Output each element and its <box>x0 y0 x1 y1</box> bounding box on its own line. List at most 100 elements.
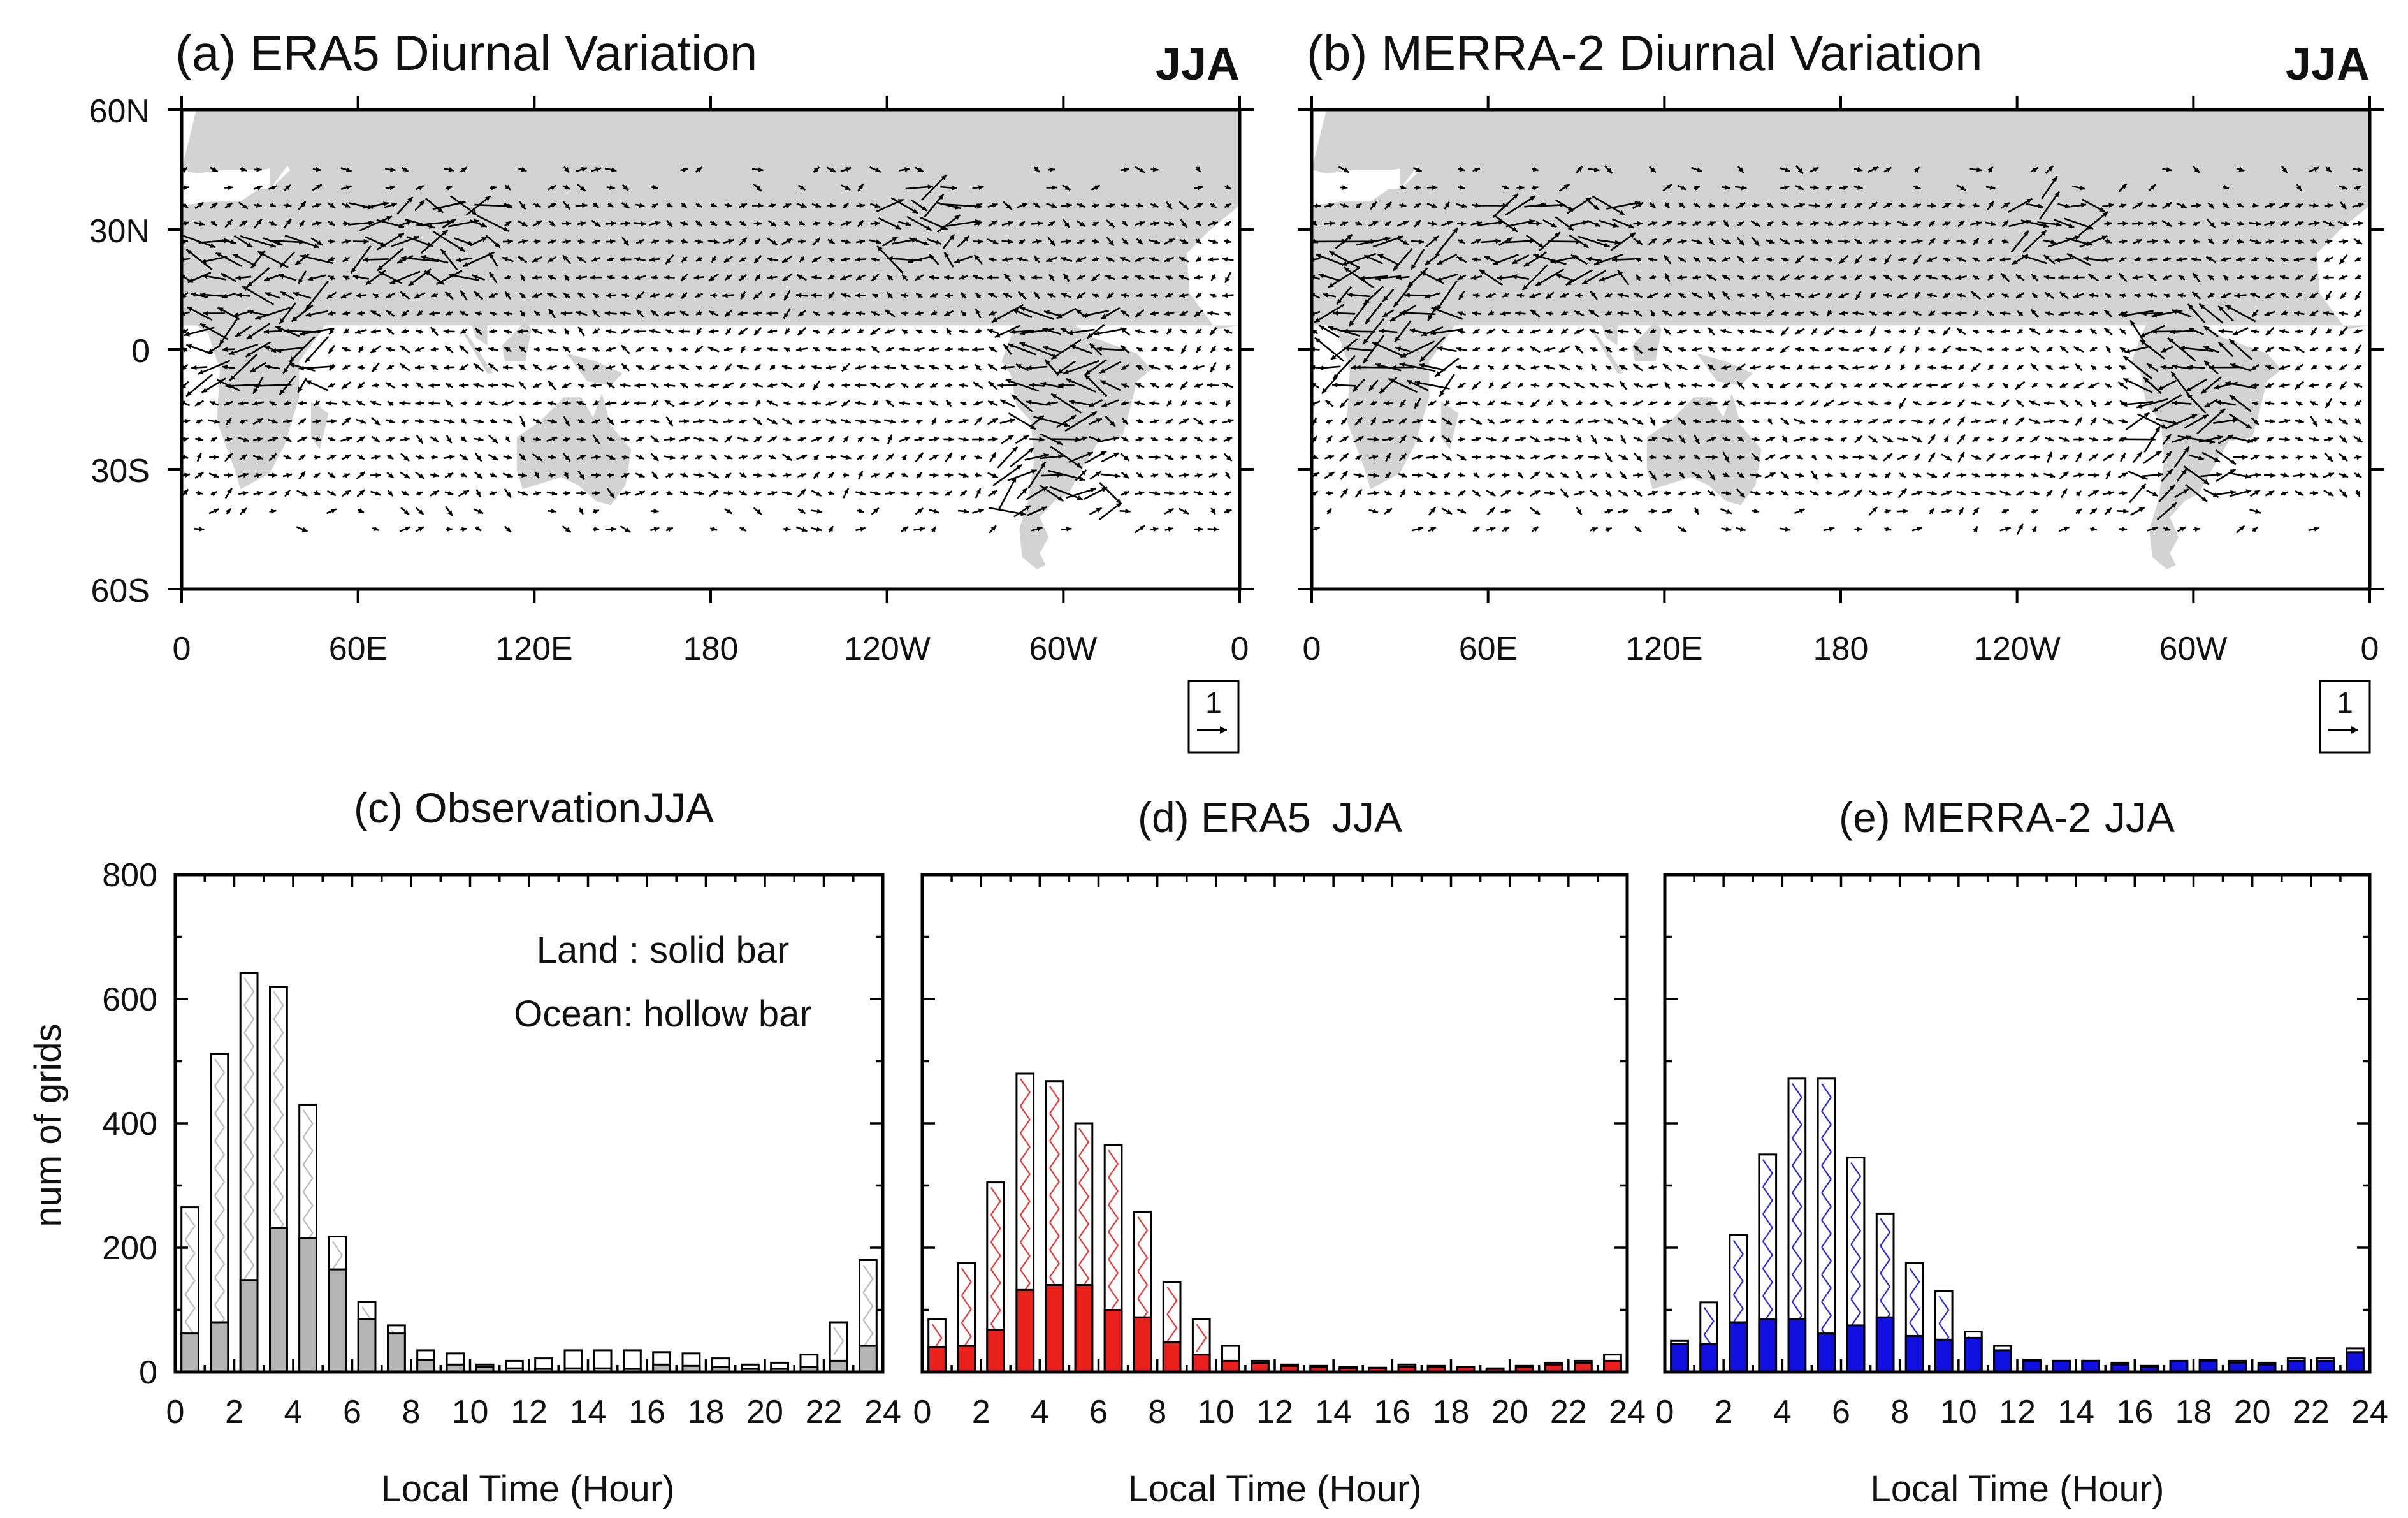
wind-vector-head <box>1195 454 1201 460</box>
wind-vector-head <box>679 365 686 370</box>
wind-vector-head <box>1136 347 1143 353</box>
wind-vector-head <box>1795 293 1801 298</box>
wind-vector-head <box>2252 401 2258 407</box>
lon-label: 180 <box>683 631 739 668</box>
wind-vector-head <box>187 307 193 312</box>
wind-vector-head <box>1458 329 1464 335</box>
wind-vector-head <box>419 200 425 206</box>
wind-vector-head <box>1082 436 1088 441</box>
wind-vector-head <box>1725 239 1731 244</box>
wind-vector-head <box>1870 293 1876 299</box>
wind-vector-head <box>1899 328 1904 334</box>
wind-vector-head <box>1960 185 1966 191</box>
landmass <box>1697 353 1753 386</box>
wind-vector-head <box>1031 469 1037 474</box>
wind-vector-head <box>549 221 555 226</box>
wind-vector <box>1314 303 1345 323</box>
wind-vector-head <box>251 263 257 268</box>
wind-vector-head <box>359 471 366 477</box>
wind-vector-head <box>1621 437 1626 444</box>
wind-vector-head <box>753 310 759 316</box>
wind-vector-head <box>667 221 673 227</box>
wind-vector-head <box>215 252 222 258</box>
wind-vector-head <box>682 455 688 460</box>
wind-vector-head <box>222 365 228 370</box>
wind-vector-head <box>245 352 252 357</box>
wind-vector <box>1019 342 1055 357</box>
wind-vector <box>2165 413 2198 429</box>
wind-vector-head <box>1767 221 1774 227</box>
wind-vector-head <box>1045 401 1051 406</box>
wind-vector-head <box>286 455 292 460</box>
wind-vector-head <box>1781 400 1787 406</box>
wind-vector-head <box>1915 346 1920 353</box>
wind-vector <box>1414 381 1450 390</box>
wind-vector-head <box>1784 167 1790 172</box>
wind-vector-head <box>934 437 939 442</box>
lat-label: 30S <box>91 453 150 490</box>
wind-vector-head <box>2223 239 2229 245</box>
wind-vector-head <box>975 364 981 370</box>
wind-vector-head <box>1869 383 1875 388</box>
wind-vector-head <box>247 309 254 315</box>
wind-vector-head <box>417 527 424 532</box>
wind-vector-head <box>1012 395 1018 400</box>
wind-vector-head <box>884 365 890 370</box>
wind-vector <box>1063 360 1099 375</box>
wind-vector-head <box>1619 347 1625 352</box>
wind-vector-head <box>298 386 303 393</box>
wind-vector-head <box>899 400 905 406</box>
wind-vector-head <box>1490 437 1497 442</box>
wind-vector-head <box>2172 309 2178 314</box>
wind-vector-head <box>682 472 688 478</box>
wind-vector-head <box>1796 382 1802 388</box>
wind-vector-head <box>653 184 658 190</box>
wind-vector-head <box>222 347 228 352</box>
wind-vector-head <box>888 472 894 478</box>
landmass <box>1591 329 1623 374</box>
wind-vector-head <box>843 488 849 494</box>
wind-vector-head <box>1089 402 1095 407</box>
wind-vector-head <box>1501 383 1507 389</box>
wind-vector-head <box>1622 419 1628 425</box>
wind-vector-head <box>1045 360 1050 365</box>
wind-vector-head <box>1226 509 1232 515</box>
wind-vector-head <box>1003 293 1009 298</box>
wind-vector-head <box>857 437 864 442</box>
wind-vector-head <box>402 420 409 425</box>
wind-vector-head <box>1518 420 1524 425</box>
landmass <box>567 353 623 386</box>
landmass <box>270 110 652 346</box>
wind-vector-head <box>1635 258 1641 263</box>
wind-vector-head <box>1826 420 1832 425</box>
wind-vector-head <box>1395 336 1400 342</box>
wind-vector-head <box>2121 203 2127 208</box>
wind-vector-head <box>2118 310 2124 316</box>
wind-vector-head <box>1138 490 1145 496</box>
wind-vector-head <box>342 401 349 406</box>
wind-vector-head <box>1530 365 1537 370</box>
wind-vector-head <box>2355 418 2361 424</box>
wind-vector-head <box>2089 310 2094 316</box>
wind-vector-head <box>1530 310 1537 316</box>
wind-vector-head <box>887 256 893 261</box>
wind-vector-head <box>1010 329 1015 335</box>
wind-vector-head <box>1094 185 1100 190</box>
wind-vector-head <box>624 419 630 424</box>
wind-vector-head <box>2060 346 2066 352</box>
wind-vector-head <box>1066 203 1072 208</box>
wind-vector-head <box>2265 347 2272 352</box>
wind-vector-head <box>1517 328 1523 333</box>
wind-vector-head <box>461 167 467 173</box>
wind-vector-head <box>1319 325 1325 330</box>
wind-vector-head <box>858 508 864 514</box>
wind-vector-head <box>758 203 764 208</box>
wind-vector-head <box>1736 346 1743 352</box>
wind-vector-head <box>811 365 817 370</box>
wind-vector-head <box>1446 420 1452 425</box>
wind-vector-head <box>872 293 878 299</box>
wind-vector-head <box>1767 202 1773 208</box>
wind-vector-head <box>813 167 820 173</box>
wind-vector-head <box>1212 238 1218 244</box>
wind-vector-head <box>2134 293 2140 298</box>
